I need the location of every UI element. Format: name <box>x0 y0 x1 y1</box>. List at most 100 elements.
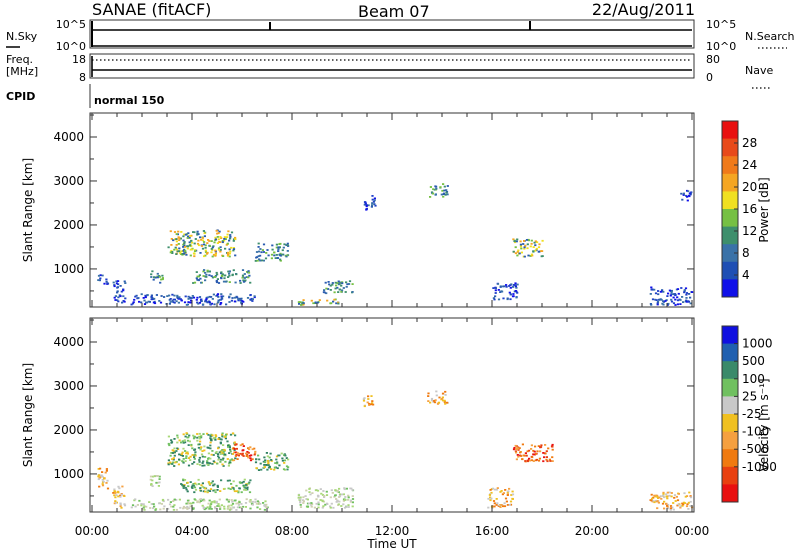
velocity-cell <box>286 468 289 471</box>
power-cell <box>371 204 374 206</box>
power-cell <box>223 236 226 238</box>
velocity-cell <box>134 505 137 508</box>
velocity-cell <box>102 480 105 483</box>
velocity-cell <box>432 400 435 402</box>
velocity-cell <box>265 464 268 466</box>
velocity-cell <box>209 462 212 465</box>
power-cell <box>228 248 231 251</box>
velocity-cell <box>222 450 225 453</box>
velocity-cell <box>221 458 224 461</box>
power-ylabel: Slant Range [km] <box>21 158 35 262</box>
velocity-cell <box>235 443 238 446</box>
velocity-cell <box>247 456 250 459</box>
power-cell <box>214 254 217 257</box>
velocity-cell <box>677 503 680 506</box>
power-cell <box>226 253 230 256</box>
power-colorbar-segment <box>722 191 738 210</box>
velocity-cell <box>263 508 266 511</box>
velocity-cell <box>323 495 326 497</box>
velocity-cell <box>333 495 336 498</box>
power-cell <box>516 254 519 257</box>
velocity-cell <box>242 455 245 457</box>
velocity-cell <box>316 489 320 492</box>
power-cell <box>233 300 236 303</box>
power-cell <box>336 286 339 289</box>
power-cell <box>262 259 265 262</box>
freq-label-1: Freq. <box>6 53 33 66</box>
power-colorbar-segment <box>722 209 738 228</box>
velocity-cell <box>516 447 519 450</box>
velocity-cell <box>317 495 320 497</box>
velocity-cell <box>517 449 520 451</box>
power-cell <box>228 281 231 283</box>
velocity-cell <box>153 505 156 508</box>
power-cell <box>216 278 219 280</box>
velocity-cell <box>198 459 201 461</box>
velocity-cell <box>302 502 305 504</box>
velocity-cell <box>232 487 235 489</box>
power-cell <box>685 292 688 294</box>
velocity-cell <box>317 501 320 504</box>
velocity-cell <box>203 445 206 448</box>
velocity-cell <box>189 505 192 508</box>
velocity-cell <box>175 508 178 511</box>
power-cell <box>117 280 120 282</box>
velocity-cell <box>349 500 352 503</box>
power-cell <box>171 251 174 253</box>
velocity-cell <box>204 456 207 458</box>
power-cell <box>688 192 691 195</box>
velocity-cell <box>209 504 212 507</box>
power-cell <box>213 276 216 278</box>
velocity-cell <box>253 447 256 450</box>
velocity-cell <box>221 463 224 466</box>
velocity-cell <box>435 394 438 397</box>
velocity-cell <box>513 447 516 449</box>
velocity-cell <box>223 487 226 490</box>
power-cell <box>228 252 231 255</box>
power-cell <box>232 269 235 272</box>
velocity-cell <box>237 453 240 455</box>
velocity-cell <box>441 397 444 400</box>
power-cell <box>683 289 686 291</box>
velocity-cell <box>198 432 201 435</box>
velocity-cell <box>180 441 183 444</box>
power-colorbar-segment <box>722 244 738 263</box>
power-cell <box>226 233 229 236</box>
power-cell <box>446 193 449 196</box>
power-cell <box>662 303 665 306</box>
power-cell <box>661 289 664 291</box>
power-cell <box>653 288 656 291</box>
velocity-cell <box>496 502 499 505</box>
power-cell <box>251 300 254 302</box>
power-cell <box>122 288 125 291</box>
power-cell <box>212 245 215 248</box>
velocity-cell <box>189 481 192 483</box>
power-cell <box>302 302 305 305</box>
power-cell <box>191 241 194 244</box>
power-cell <box>204 244 207 247</box>
power-cell <box>256 259 259 262</box>
velocity-cell <box>103 477 106 480</box>
velocity-cell <box>217 456 221 459</box>
velocity-cell <box>213 501 216 504</box>
power-cell <box>246 271 249 273</box>
velocity-cell <box>336 490 339 493</box>
velocity-cell <box>149 507 152 509</box>
velocity-cell <box>441 392 445 395</box>
power-cell <box>271 244 274 247</box>
velocity-cell <box>263 464 266 466</box>
velocity-cell <box>101 471 104 473</box>
power-cell <box>177 230 180 233</box>
velocity-cell <box>140 504 143 507</box>
velocity-cell <box>248 491 252 494</box>
power-cell <box>182 235 185 238</box>
velocity-cell <box>539 446 543 448</box>
power-cell <box>185 304 188 306</box>
power-cell <box>210 275 213 277</box>
power-cell <box>151 297 154 299</box>
velocity-cell <box>504 497 508 500</box>
velocity-cell <box>207 462 210 464</box>
velocity-cell <box>210 508 213 510</box>
power-cell <box>669 294 672 297</box>
velocity-cell <box>143 505 146 508</box>
